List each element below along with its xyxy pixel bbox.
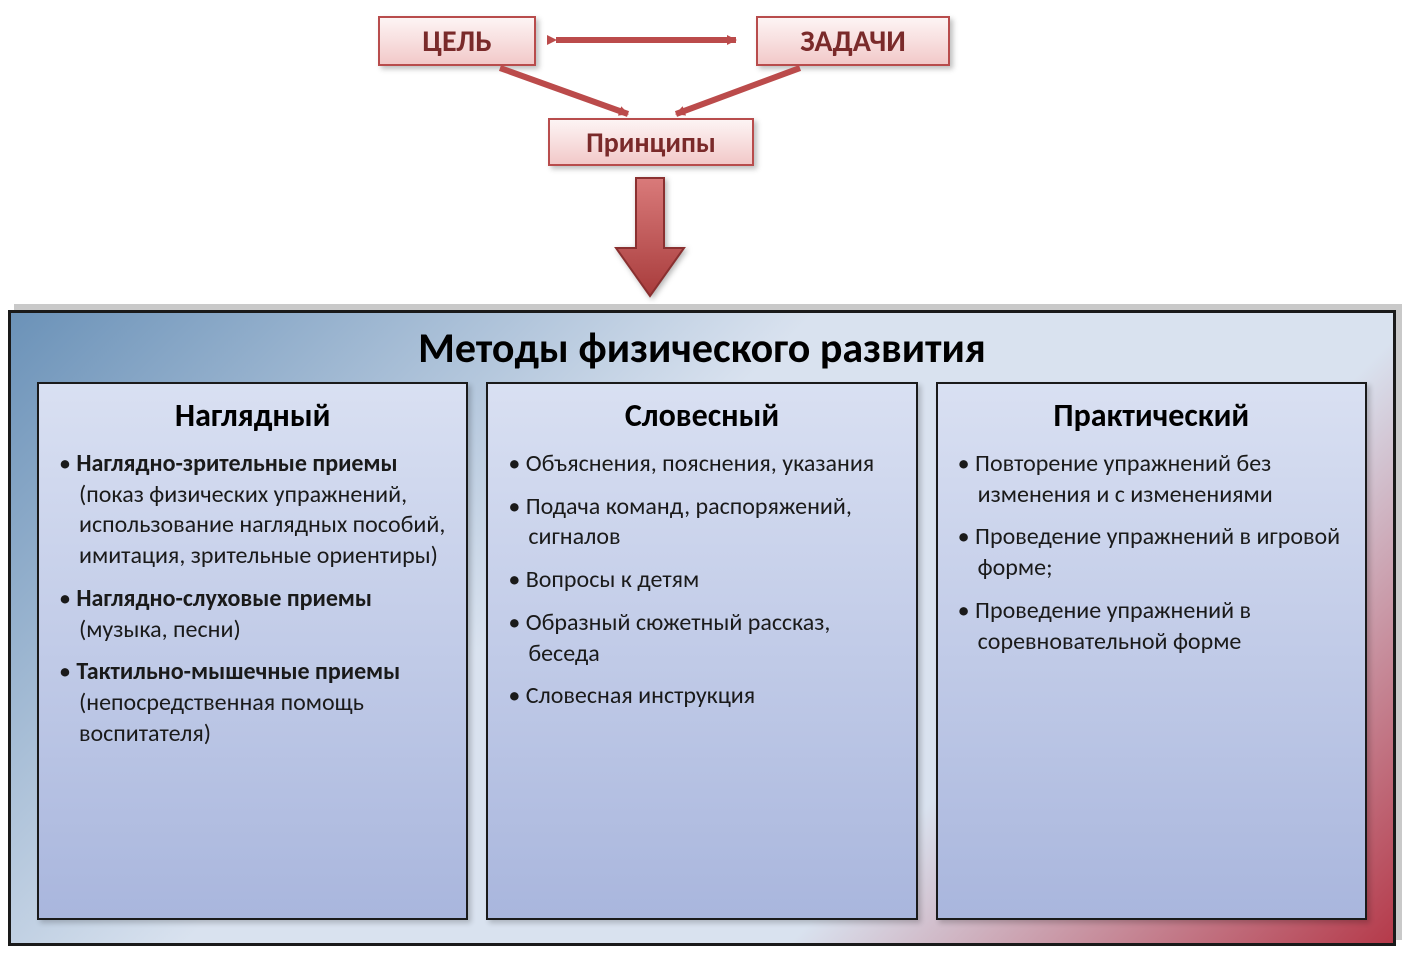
top-flow-area: ЦЕЛЬ ЗАДАЧИ Принципы (0, 0, 1405, 310)
box-goal: ЦЕЛЬ (378, 16, 536, 66)
box-principles: Принципы (548, 118, 754, 166)
column-1-title: Словесный (508, 396, 895, 435)
item-lead: Тактильно-мышечные приемы (76, 657, 400, 686)
list-item: Образный сюжетный рассказ, беседа (508, 608, 895, 669)
column-1: Словесный Объяснения, пояснения, указани… (486, 382, 917, 920)
item-lead: Наглядно-зрительные приемы (76, 449, 397, 478)
list-item: Объяснения, пояснения, указания (508, 449, 895, 480)
box-tasks: ЗАДАЧИ (756, 16, 950, 66)
list-item: Словесная инструкция (508, 681, 895, 712)
column-0: Наглядный Наглядно-зрительные приемы (по… (37, 382, 468, 920)
column-2-title: Практический (958, 396, 1345, 435)
item-rest: Объяснения, пояснения, указания (526, 449, 874, 478)
column-1-list: Объяснения, пояснения, указания Подача к… (508, 449, 895, 712)
main-panel: Методы физического развития Наглядный На… (8, 310, 1396, 946)
item-rest: (непосредственная помощь воспитателя) (79, 688, 364, 748)
item-rest: (показ физических упражнений, использова… (79, 480, 445, 570)
item-rest: (музыка, песни) (79, 615, 241, 644)
item-rest: Проведение упражнений в соревновательной… (975, 596, 1251, 656)
column-0-list: Наглядно-зрительные приемы (показ физиче… (59, 449, 446, 749)
item-rest: Словесная инструкция (526, 681, 755, 710)
list-item: Наглядно-слуховые приемы (музыка, песни) (59, 584, 446, 645)
columns-container: Наглядный Наглядно-зрительные приемы (по… (11, 382, 1393, 940)
item-rest: Подача команд, распоряжений, сигналов (526, 492, 852, 552)
item-rest: Проведение упражнений в игровой форме; (975, 522, 1340, 582)
list-item: Вопросы к детям (508, 565, 895, 596)
list-item: Наглядно-зрительные приемы (показ физиче… (59, 449, 446, 572)
item-rest: Вопросы к детям (526, 565, 699, 594)
list-item: Подача команд, распоряжений, сигналов (508, 492, 895, 553)
column-0-title: Наглядный (59, 396, 446, 435)
column-2: Практический Повторение упражнений без и… (936, 382, 1367, 920)
box-principles-label: Принципы (586, 125, 716, 160)
item-rest: Повторение упражнений без изменения и с … (975, 449, 1273, 509)
item-rest: Образный сюжетный рассказ, беседа (526, 608, 831, 668)
item-lead: Наглядно-слуховые приемы (76, 584, 372, 613)
main-title: Методы физического развития (11, 313, 1393, 382)
box-tasks-label: ЗАДАЧИ (800, 23, 906, 60)
box-goal-label: ЦЕЛЬ (422, 23, 492, 60)
list-item: Проведение упражнений в соревновательной… (958, 596, 1345, 657)
list-item: Тактильно-мышечные приемы (непосредствен… (59, 657, 446, 749)
list-item: Проведение упражнений в игровой форме; (958, 522, 1345, 583)
list-item: Повторение упражнений без изменения и с … (958, 449, 1345, 510)
column-2-list: Повторение упражнений без изменения и с … (958, 449, 1345, 657)
